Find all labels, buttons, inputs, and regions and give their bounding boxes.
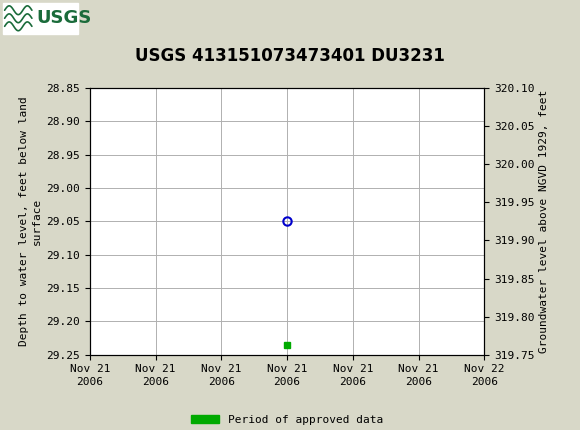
Text: USGS 413151073473401 DU3231: USGS 413151073473401 DU3231: [135, 47, 445, 65]
Y-axis label: Groundwater level above NGVD 1929, feet: Groundwater level above NGVD 1929, feet: [539, 90, 549, 353]
FancyBboxPatch shape: [3, 3, 78, 34]
Y-axis label: Depth to water level, feet below land
surface: Depth to water level, feet below land su…: [19, 97, 42, 346]
Text: USGS: USGS: [36, 9, 91, 27]
Legend: Period of approved data: Period of approved data: [187, 410, 387, 429]
